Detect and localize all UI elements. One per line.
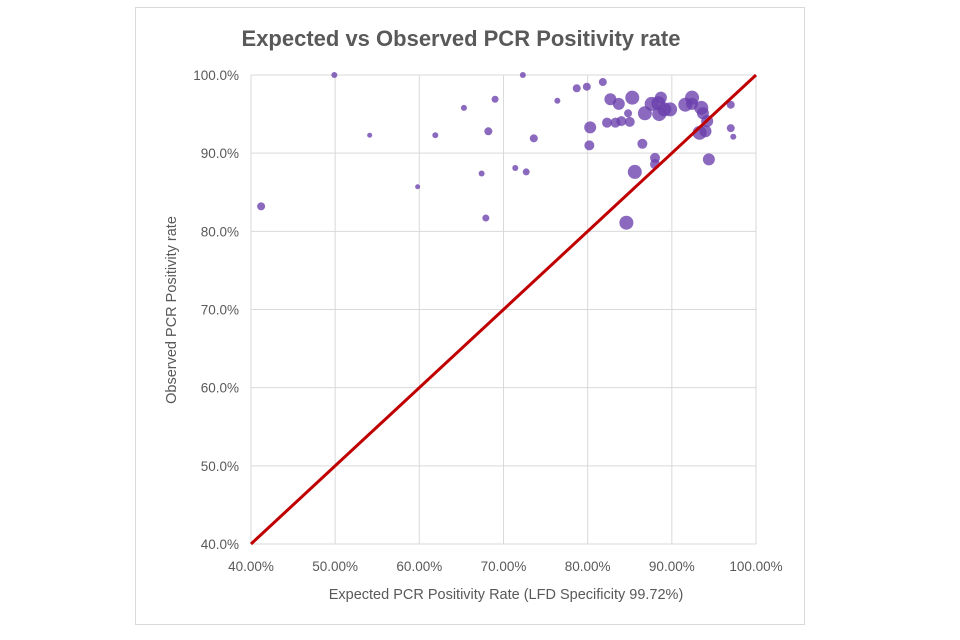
data-point: [637, 138, 648, 149]
data-point: [331, 72, 338, 78]
data-point: [415, 184, 421, 190]
x-axis-label: Expected PCR Positivity Rate (LFD Specif…: [329, 587, 684, 603]
x-tick-label: 50.00%: [312, 559, 358, 574]
x-tick-label: 40.00%: [228, 559, 274, 574]
x-tick-label: 80.00%: [565, 559, 611, 574]
x-tick-label: 70.00%: [481, 559, 527, 574]
data-point: [582, 82, 591, 91]
data-point: [482, 214, 490, 222]
y-tick-label: 80.0%: [201, 224, 239, 239]
x-tick-label: 90.00%: [649, 559, 695, 574]
data-point: [491, 95, 499, 103]
y-axis-ticks: 40.0% 50.0% 60.0% 70.0% 80.0% 90.0% 100.0%: [193, 68, 239, 552]
data-point: [584, 121, 597, 134]
data-point: [460, 104, 467, 111]
x-tick-label: 100.00%: [729, 559, 782, 574]
data-point: [432, 132, 439, 139]
y-tick-label: 90.0%: [201, 146, 239, 161]
data-point: [367, 132, 373, 138]
y-tick-label: 70.0%: [201, 303, 239, 318]
y-tick-label: 100.0%: [193, 68, 239, 83]
data-point: [624, 109, 633, 118]
data-point: [598, 78, 607, 87]
data-point: [572, 84, 581, 93]
chart-title: Expected vs Observed PCR Positivity rate: [242, 26, 681, 51]
data-point: [257, 202, 266, 211]
reference-line-y-equals-x: [249, 73, 758, 546]
data-point: [619, 215, 634, 230]
data-point: [616, 116, 627, 127]
y-tick-label: 50.0%: [201, 459, 239, 474]
data-point: [612, 97, 625, 110]
data-point: [625, 90, 640, 105]
data-point: [522, 168, 530, 176]
y-tick-label: 60.0%: [201, 381, 239, 396]
data-point: [627, 164, 642, 179]
scatter-chart: Expected vs Observed PCR Positivity rate…: [164, 26, 783, 603]
x-tick-label: 60.00%: [396, 559, 442, 574]
data-point: [584, 140, 595, 151]
data-point: [699, 125, 712, 138]
data-point: [478, 170, 485, 177]
x-axis-ticks: 40.00% 50.00% 60.00% 70.00% 80.00% 90.00% 100.…: [228, 559, 783, 574]
data-point: [512, 165, 519, 172]
data-point: [702, 153, 715, 166]
data-point: [730, 133, 737, 140]
data-point: [554, 97, 561, 104]
data-point: [529, 134, 538, 143]
data-point: [726, 124, 735, 133]
data-point: [484, 127, 493, 136]
data-point: [726, 100, 735, 109]
data-point: [624, 116, 635, 127]
data-point: [663, 102, 678, 117]
data-point: [519, 72, 526, 78]
y-axis-label: Observed PCR Positivity rate: [164, 216, 180, 404]
chart-area: Expected vs Observed PCR Positivity rate…: [135, 7, 805, 625]
data-point: [654, 91, 667, 104]
y-tick-label: 40.0%: [201, 537, 239, 552]
gridlines: [250, 74, 757, 545]
data-point: [602, 117, 613, 128]
data-points: [257, 72, 737, 230]
